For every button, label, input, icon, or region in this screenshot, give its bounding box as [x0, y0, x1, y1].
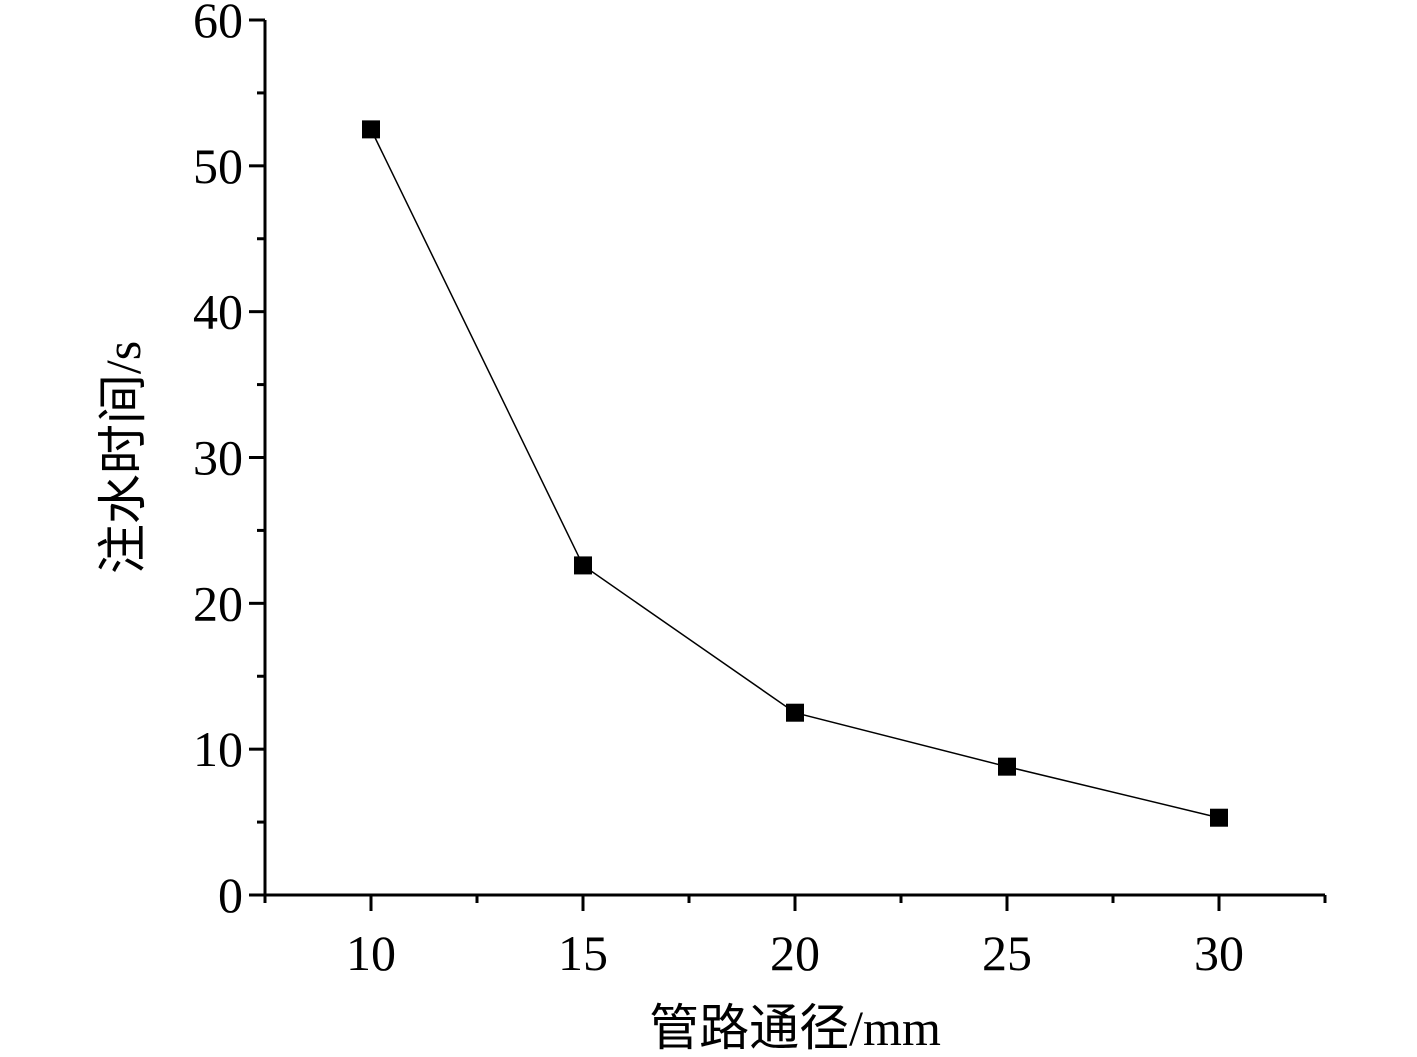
x-tick-label: 15 — [558, 925, 608, 981]
data-point-marker — [998, 757, 1016, 776]
x-tick-label: 25 — [982, 925, 1032, 981]
y-tick-label: 40 — [193, 284, 243, 340]
x-tick-label: 30 — [1194, 925, 1244, 981]
y-tick-label: 30 — [193, 430, 243, 486]
series-layer — [362, 120, 1228, 827]
data-point-marker — [362, 120, 380, 139]
data-point-marker — [1210, 808, 1228, 827]
x-axis-title: 管路通径/mm — [649, 1000, 941, 1052]
y-tick-label: 0 — [218, 867, 243, 923]
y-tick-label: 20 — [193, 575, 243, 631]
y-tick-label: 60 — [193, 0, 243, 48]
axes: 0 10 20 30 40 50 60 10 15 20 25 30 — [193, 0, 1327, 981]
y-tick-label: 50 — [193, 138, 243, 194]
x-tick-label: 20 — [770, 925, 820, 981]
data-point-marker — [574, 556, 592, 575]
y-axis-title: 注水时间/s — [95, 341, 151, 574]
y-tick-label: 10 — [193, 721, 243, 777]
data-point-marker — [786, 703, 804, 722]
x-tick-label: 10 — [346, 925, 396, 981]
